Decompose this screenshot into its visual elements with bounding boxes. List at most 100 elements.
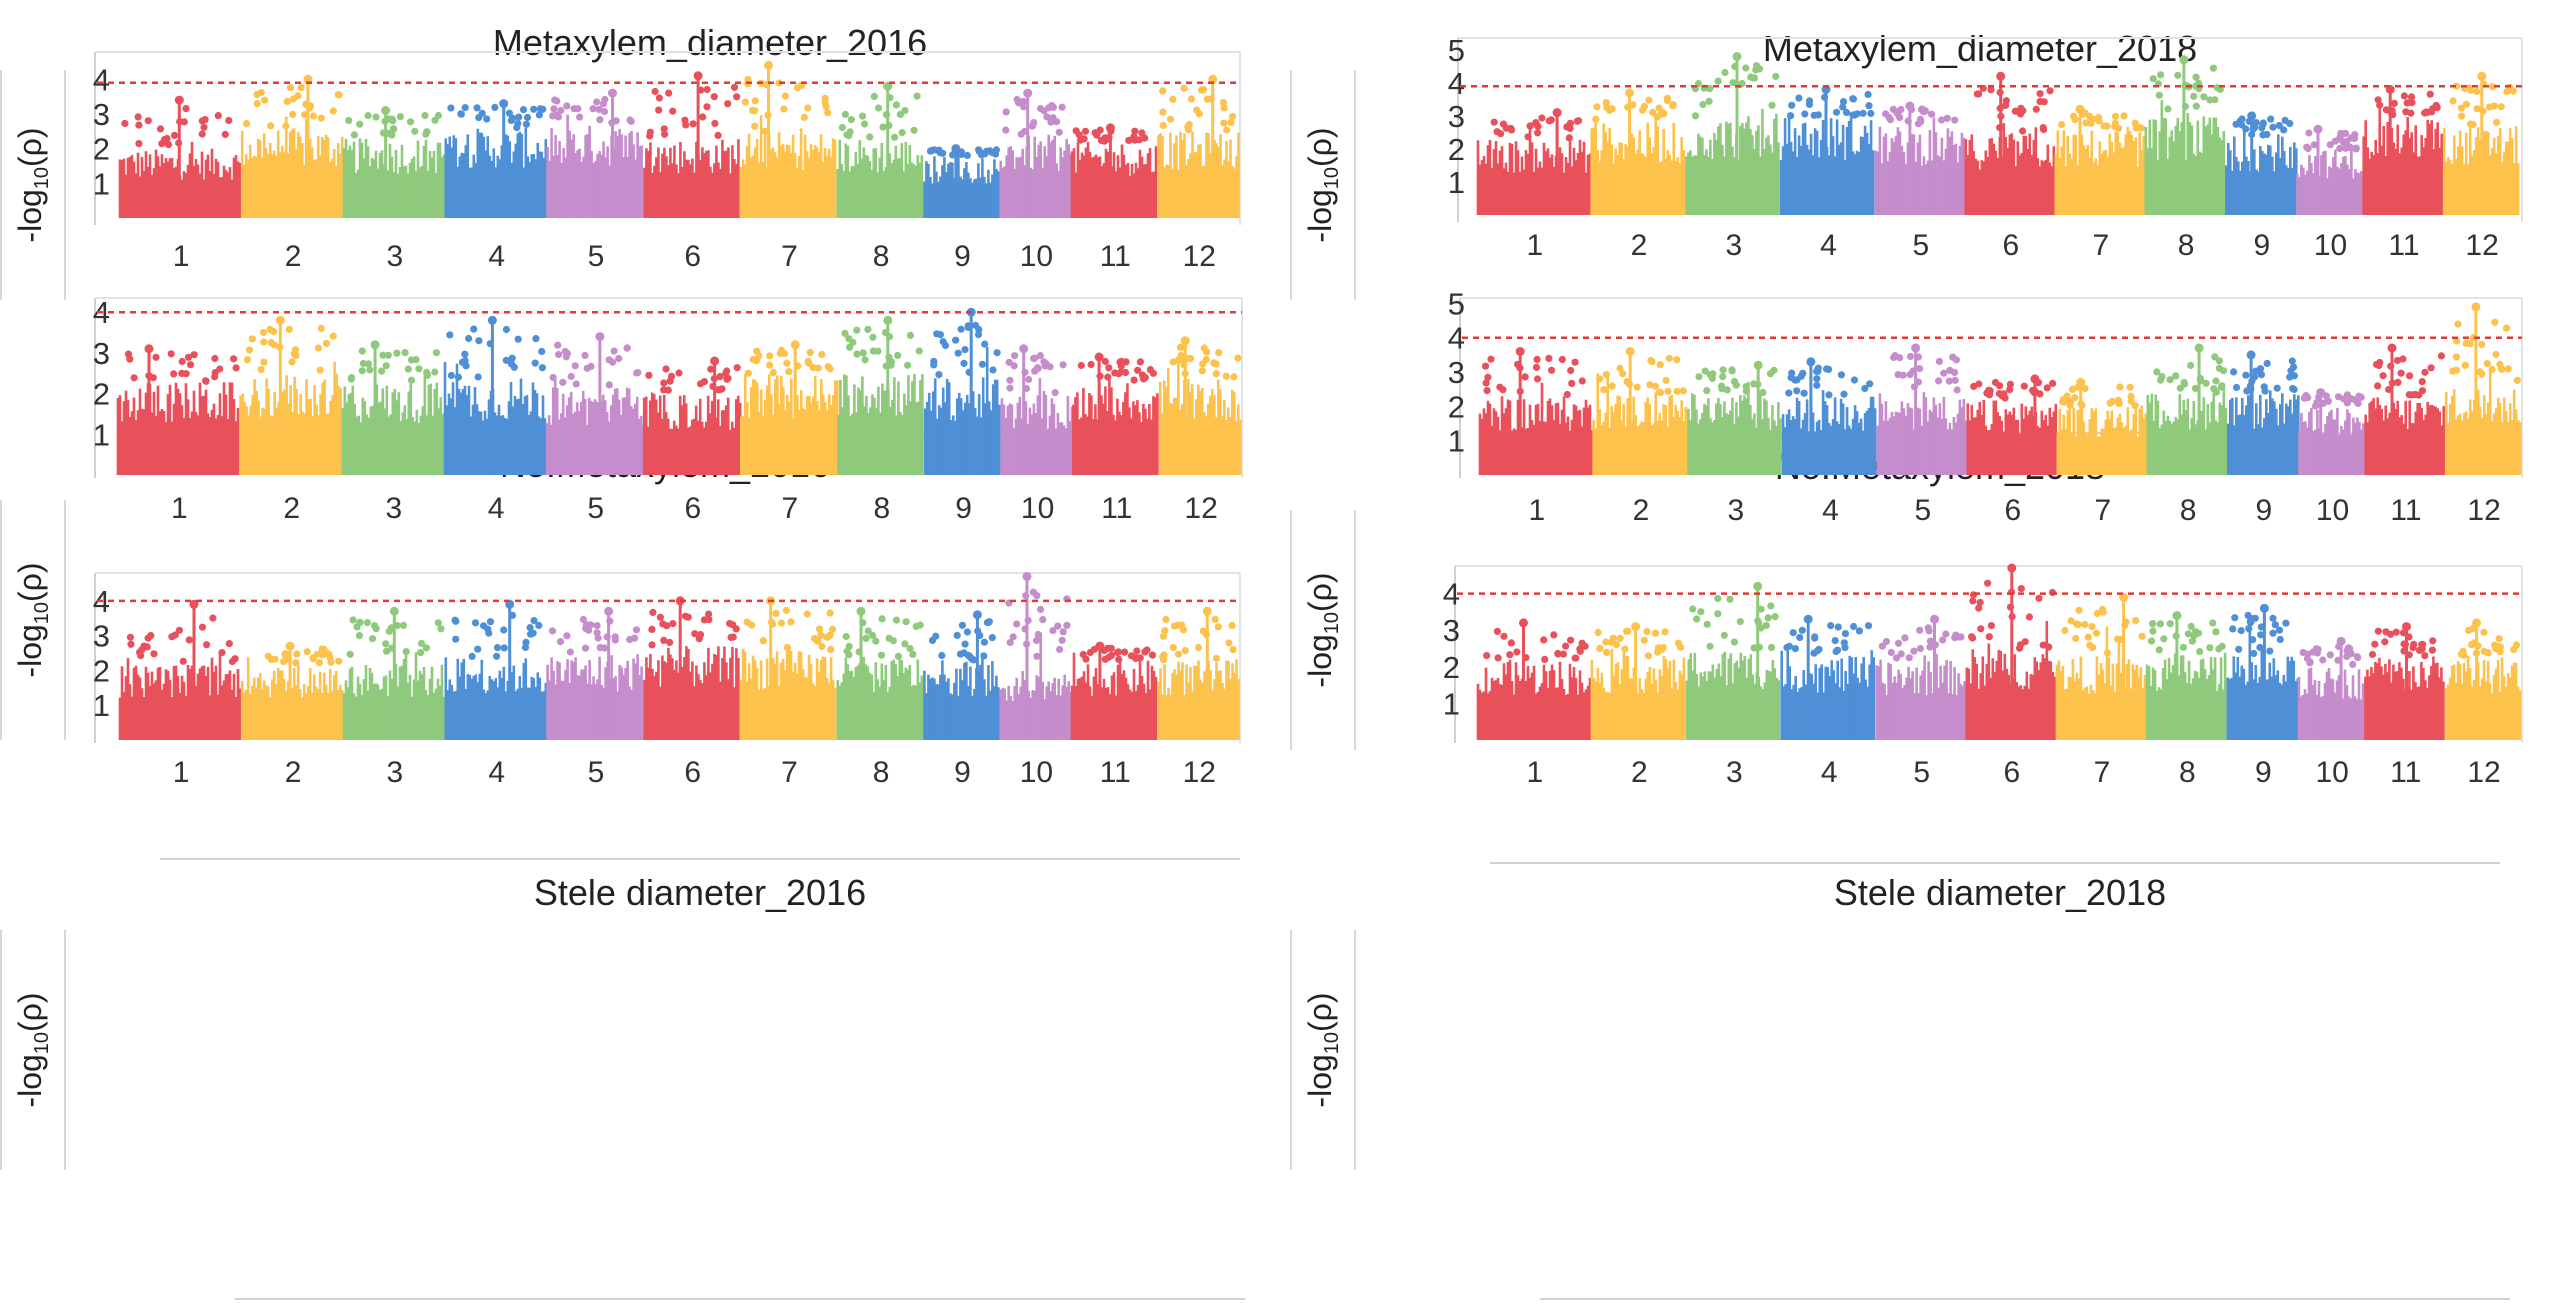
- snp-point: [1602, 371, 1610, 379]
- snp-point: [1500, 632, 1508, 640]
- snp-point: [144, 117, 152, 125]
- snp-point: [1916, 626, 1924, 634]
- snp-point: [722, 369, 730, 378]
- snp-point: [281, 650, 289, 658]
- snp-point: [593, 98, 601, 106]
- snp-point: [1975, 90, 1983, 98]
- snp-point: [1995, 390, 2003, 398]
- snp-point: [689, 120, 697, 128]
- snp-point: [576, 113, 584, 121]
- snp-point: [550, 105, 558, 113]
- snp-point: [474, 645, 482, 653]
- snp-point: [1013, 96, 1021, 104]
- snp-point: [2287, 367, 2295, 375]
- snp-point: [2452, 353, 2461, 361]
- snp-point: [974, 331, 983, 339]
- peak-point-chr-10: [2316, 388, 2326, 398]
- snp-point: [2212, 628, 2220, 636]
- snp-point: [861, 356, 869, 364]
- snp-point: [1149, 369, 1157, 377]
- snp-point: [1742, 387, 1750, 395]
- snp-point: [2245, 625, 2253, 633]
- snp-point: [452, 635, 460, 643]
- snp-point: [1633, 383, 1641, 391]
- snp-point: [2347, 144, 2355, 152]
- snp-point: [682, 121, 690, 129]
- snp-point: [2191, 384, 2200, 392]
- snp-point: [2342, 137, 2351, 145]
- snp-point: [1087, 360, 1095, 369]
- snp-point: [805, 359, 813, 367]
- snp-point: [257, 89, 265, 97]
- snp-point: [1892, 654, 1901, 662]
- snp-point: [2131, 402, 2139, 410]
- snp-point: [1181, 647, 1189, 655]
- snp-point: [1101, 357, 1109, 366]
- snp-point: [751, 97, 759, 105]
- snp-point: [1220, 119, 1228, 127]
- snp-point: [221, 130, 229, 138]
- snp-point: [1640, 102, 1648, 111]
- snp-point: [1679, 387, 1687, 395]
- snp-point: [954, 349, 962, 357]
- snp-point: [2067, 617, 2075, 625]
- snp-point: [2405, 391, 2413, 399]
- snp-point: [1910, 647, 1918, 655]
- snp-point: [1646, 381, 1654, 389]
- snp-point: [1174, 650, 1183, 658]
- snp-point: [1719, 366, 1727, 374]
- snp-point: [1104, 373, 1112, 381]
- snp-point: [1942, 630, 1950, 638]
- snp-point: [1889, 105, 1897, 113]
- peak-point-chr-1: [174, 95, 184, 105]
- snp-point: [669, 107, 677, 115]
- snp-point: [958, 621, 967, 629]
- snp-point: [1695, 373, 1703, 381]
- snp-point: [198, 623, 207, 631]
- snp-point: [190, 351, 198, 359]
- snp-point: [861, 120, 869, 128]
- snp-point: [2126, 383, 2134, 391]
- snp-point: [656, 613, 665, 621]
- snp-point: [126, 633, 135, 641]
- snp-point: [1594, 628, 1602, 637]
- snp-point: [399, 621, 408, 630]
- peak-point-chr-4: [1806, 357, 1816, 367]
- snp-point: [1709, 370, 1717, 378]
- snp-point: [2374, 96, 2382, 104]
- snp-point: [2257, 631, 2265, 639]
- snp-point: [2187, 361, 2195, 370]
- snp-point: [1865, 102, 1873, 110]
- snp-point: [878, 615, 886, 623]
- snp-point: [2184, 630, 2192, 638]
- snp-point: [1791, 645, 1799, 653]
- snp-point: [447, 104, 455, 112]
- snp-point: [465, 334, 473, 343]
- snp-point: [877, 651, 886, 659]
- snp-point: [2209, 619, 2217, 627]
- snp-point: [225, 116, 233, 125]
- snp-point: [1926, 637, 1934, 645]
- snp-point: [468, 652, 476, 661]
- snp-point: [366, 366, 374, 374]
- snp-point: [2488, 365, 2496, 374]
- snp-point: [766, 361, 774, 369]
- snp-point: [587, 621, 595, 629]
- snp-point: [1825, 365, 1833, 373]
- snp-point: [1019, 97, 1027, 105]
- snp-point: [415, 365, 423, 373]
- snp-point: [681, 612, 690, 620]
- snp-point: [1121, 648, 1129, 656]
- snp-point: [858, 112, 867, 120]
- peak-point-chr-11: [1094, 352, 1104, 362]
- snp-point: [1901, 634, 1909, 642]
- snp-point: [665, 89, 673, 97]
- snp-point: [1924, 624, 1932, 632]
- snp-point: [2390, 99, 2398, 107]
- snp-point: [660, 636, 668, 645]
- snp-point: [894, 652, 903, 661]
- snp-point: [2418, 378, 2426, 386]
- snp-point: [631, 634, 639, 642]
- snp-point: [826, 609, 834, 617]
